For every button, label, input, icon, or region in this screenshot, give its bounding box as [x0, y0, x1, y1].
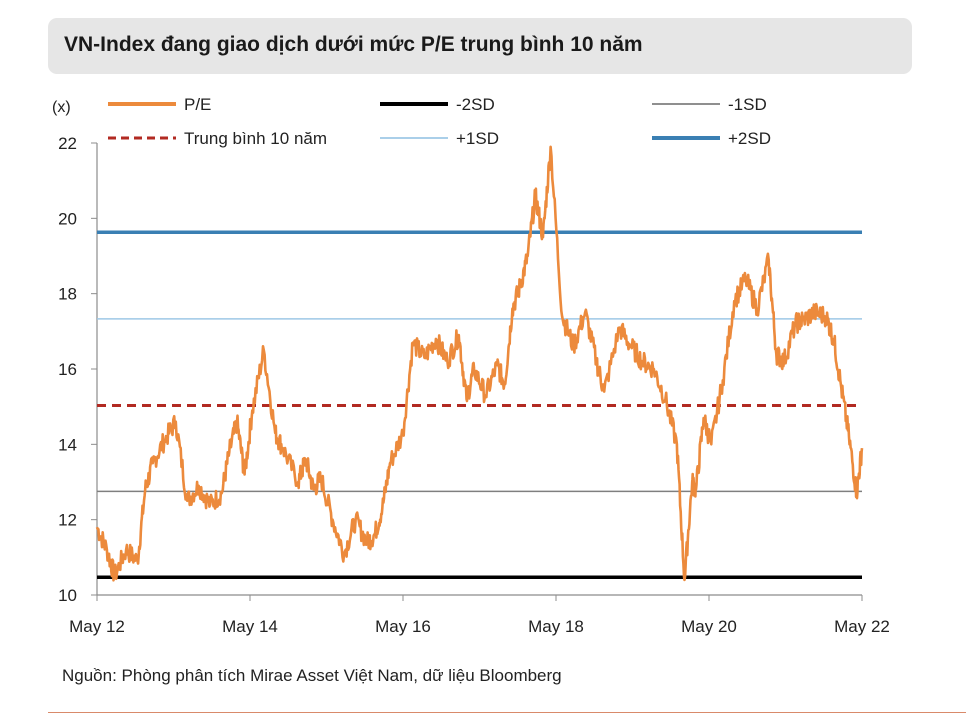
- y-tick-label: 22: [58, 134, 77, 153]
- legend-mean-label: Trung bình 10 năm: [184, 129, 327, 148]
- legend-plus-2sd-label: +2SD: [728, 129, 771, 148]
- pe-series-line: [95, 145, 864, 582]
- y-tick-label: 18: [58, 285, 77, 304]
- y-tick-label: 20: [58, 209, 77, 228]
- x-tick-label: May 16: [375, 617, 431, 636]
- y-tick-label: 12: [58, 511, 77, 530]
- legend-minus-2sd-label: -2SD: [456, 95, 495, 114]
- x-tick-label: May 18: [528, 617, 584, 636]
- x-tick-label: May 12: [69, 617, 125, 636]
- bottom-divider: [48, 712, 966, 713]
- title-bar: VN-Index đang giao dịch dưới mức P/E tru…: [48, 18, 912, 74]
- legend-pe-label: P/E: [184, 95, 211, 114]
- y-axis-unit: (x): [52, 99, 71, 116]
- y-tick-label: 10: [58, 586, 77, 605]
- source-note: Nguồn: Phòng phân tích Mirae Asset Việt …: [62, 666, 562, 685]
- x-tick-label: May 22: [834, 617, 890, 636]
- y-tick-label: 16: [58, 360, 77, 379]
- x-tick-label: May 14: [222, 617, 278, 636]
- chart-title: VN-Index đang giao dịch dưới mức P/E tru…: [64, 33, 643, 56]
- y-tick-label: 14: [58, 435, 77, 454]
- legend-plus-1sd-label: +1SD: [456, 129, 499, 148]
- x-tick-label: May 20: [681, 617, 737, 636]
- legend-minus-1sd-label: -1SD: [728, 95, 767, 114]
